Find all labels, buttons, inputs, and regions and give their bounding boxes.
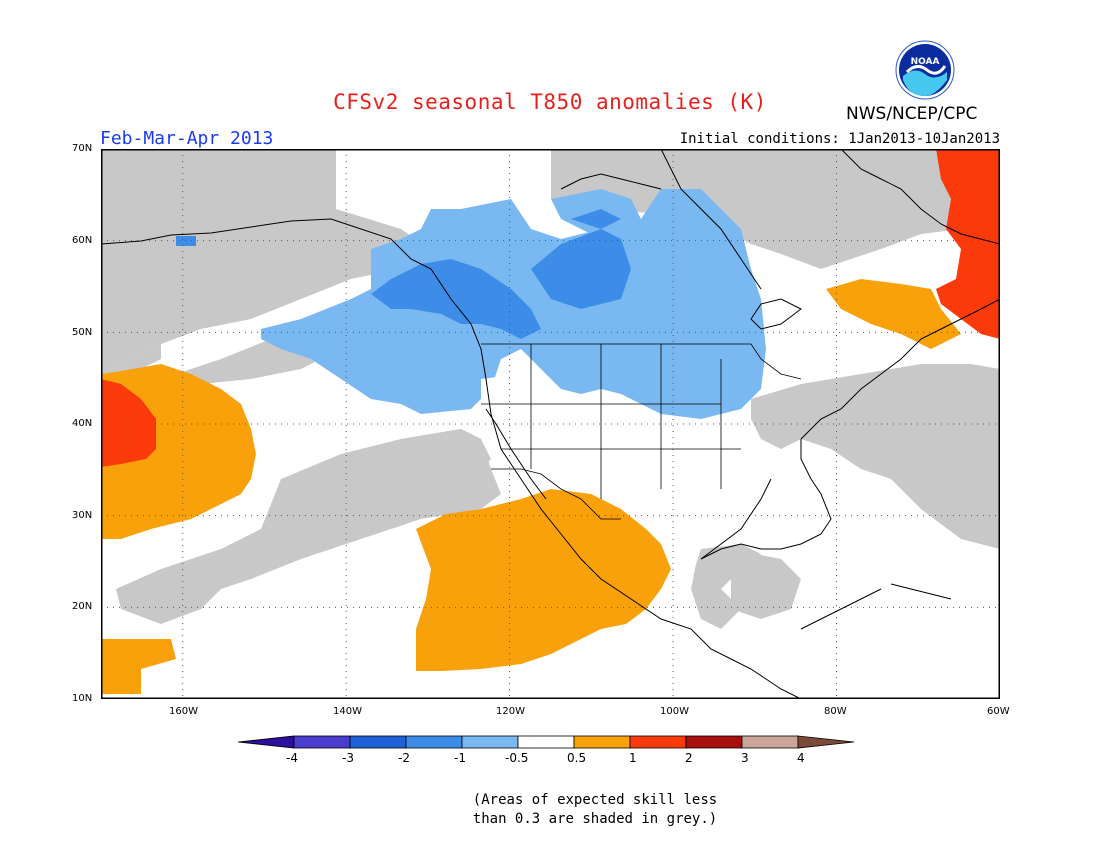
colorbar-label: -0.5 bbox=[505, 751, 529, 765]
colorbar-label: 0.5 bbox=[567, 751, 587, 765]
colorbar-segment bbox=[349, 735, 407, 749]
lon-label: 140W bbox=[333, 706, 362, 717]
lon-label: 80W bbox=[824, 706, 847, 717]
logo-text: NOAA bbox=[911, 57, 940, 67]
colorbar-segment bbox=[405, 735, 463, 749]
lon-label: 100W bbox=[660, 706, 689, 717]
skill-note-line2: than 0.3 are shaded in grey.) bbox=[472, 811, 718, 827]
colorbar-segment bbox=[238, 735, 295, 749]
colorbar-label: -4 bbox=[286, 751, 298, 765]
colorbar-segment bbox=[573, 735, 631, 749]
lat-label: 30N bbox=[72, 510, 93, 521]
lat-label: 60N bbox=[72, 235, 93, 246]
anomaly-map bbox=[101, 149, 1000, 699]
noaa-logo: NOAA bbox=[895, 40, 955, 100]
colorbar-segment bbox=[461, 735, 519, 749]
red-orange-anomaly bbox=[101, 149, 1000, 467]
colorbar-segment bbox=[629, 735, 687, 749]
agency-label: NWS/NCEP/CPC bbox=[846, 104, 978, 124]
colorbar-label: 1 bbox=[629, 751, 637, 765]
lat-label: 10N bbox=[72, 693, 93, 704]
skill-note-line1: (Areas of expected skill less bbox=[472, 792, 718, 808]
lon-label: 120W bbox=[496, 706, 525, 717]
lat-label: 50N bbox=[72, 327, 93, 338]
lon-label: 160W bbox=[169, 706, 198, 717]
colorbar-label: -1 bbox=[454, 751, 466, 765]
lat-label: 70N bbox=[72, 143, 93, 154]
colorbar-segment bbox=[293, 735, 351, 749]
lon-label: 60W bbox=[987, 706, 1010, 717]
colorbar-segment bbox=[797, 735, 855, 749]
colorbar-label: 4 bbox=[797, 751, 805, 765]
mid-blue-anomaly bbox=[176, 209, 631, 339]
colorbar-label: -2 bbox=[398, 751, 410, 765]
map-frame bbox=[101, 149, 1000, 699]
colorbar-label: 2 bbox=[685, 751, 693, 765]
lat-label: 40N bbox=[72, 418, 93, 429]
lat-label: 20N bbox=[72, 601, 93, 612]
colorbar-label: -3 bbox=[342, 751, 354, 765]
initial-conditions: Initial conditions: 1Jan2013-10Jan2013 bbox=[679, 131, 1000, 147]
borders bbox=[481, 343, 802, 520]
colorbar bbox=[238, 735, 855, 749]
colorbar-segment bbox=[741, 735, 799, 749]
colorbar-segment bbox=[517, 735, 575, 749]
colorbar-label: 3 bbox=[741, 751, 749, 765]
chart-title: CFSv2 seasonal T850 anomalies (K) bbox=[333, 90, 767, 114]
forecast-period: Feb-Mar-Apr 2013 bbox=[100, 128, 274, 149]
colorbar-segment bbox=[685, 735, 743, 749]
